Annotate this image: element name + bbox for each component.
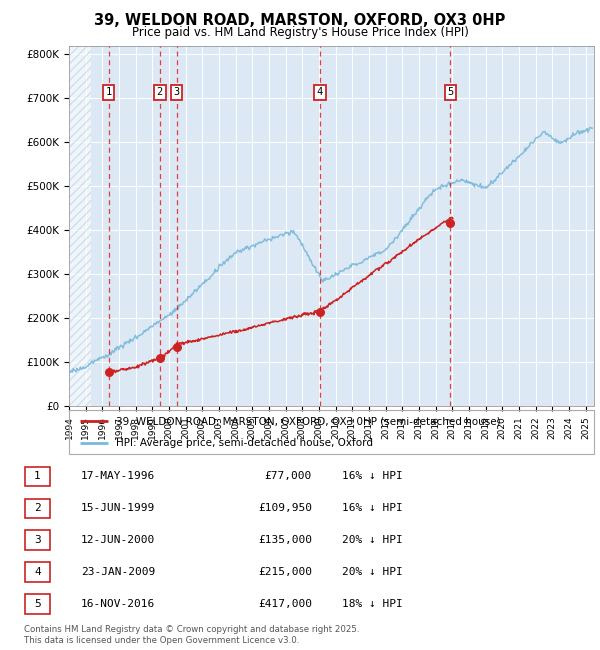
Text: 2: 2 [34, 503, 41, 514]
Text: £77,000: £77,000 [265, 471, 312, 481]
Text: 23-JAN-2009: 23-JAN-2009 [81, 567, 155, 577]
Text: 12-JUN-2000: 12-JUN-2000 [81, 535, 155, 545]
Text: 39, WELDON ROAD, MARSTON, OXFORD, OX3 0HP: 39, WELDON ROAD, MARSTON, OXFORD, OX3 0H… [94, 13, 506, 29]
Text: HPI: Average price, semi-detached house, Oxford: HPI: Average price, semi-detached house,… [116, 437, 373, 448]
Text: 1: 1 [106, 87, 112, 98]
Text: 39, WELDON ROAD, MARSTON, OXFORD, OX3 0HP (semi-detached house): 39, WELDON ROAD, MARSTON, OXFORD, OX3 0H… [116, 417, 501, 426]
Text: £109,950: £109,950 [258, 503, 312, 513]
Text: 16% ↓ HPI: 16% ↓ HPI [342, 471, 403, 481]
Text: 16-NOV-2016: 16-NOV-2016 [81, 599, 155, 608]
Text: 3: 3 [173, 87, 179, 98]
Text: 5: 5 [34, 599, 41, 609]
Text: 2: 2 [157, 87, 163, 98]
Bar [69, 46, 91, 406]
Text: 5: 5 [447, 87, 454, 98]
Text: £135,000: £135,000 [258, 535, 312, 545]
Text: 20% ↓ HPI: 20% ↓ HPI [342, 567, 403, 577]
Text: 4: 4 [34, 567, 41, 577]
Text: 15-JUN-1999: 15-JUN-1999 [81, 503, 155, 513]
Text: Contains HM Land Registry data © Crown copyright and database right 2025.
This d: Contains HM Land Registry data © Crown c… [24, 625, 359, 645]
Text: Price paid vs. HM Land Registry's House Price Index (HPI): Price paid vs. HM Land Registry's House … [131, 26, 469, 39]
Text: 4: 4 [317, 87, 323, 98]
Text: 20% ↓ HPI: 20% ↓ HPI [342, 535, 403, 545]
Text: 1: 1 [34, 471, 41, 482]
Text: 16% ↓ HPI: 16% ↓ HPI [342, 503, 403, 513]
Text: 18% ↓ HPI: 18% ↓ HPI [342, 599, 403, 608]
Text: 17-MAY-1996: 17-MAY-1996 [81, 471, 155, 481]
Text: £215,000: £215,000 [258, 567, 312, 577]
Text: 3: 3 [34, 535, 41, 545]
Text: £417,000: £417,000 [258, 599, 312, 608]
